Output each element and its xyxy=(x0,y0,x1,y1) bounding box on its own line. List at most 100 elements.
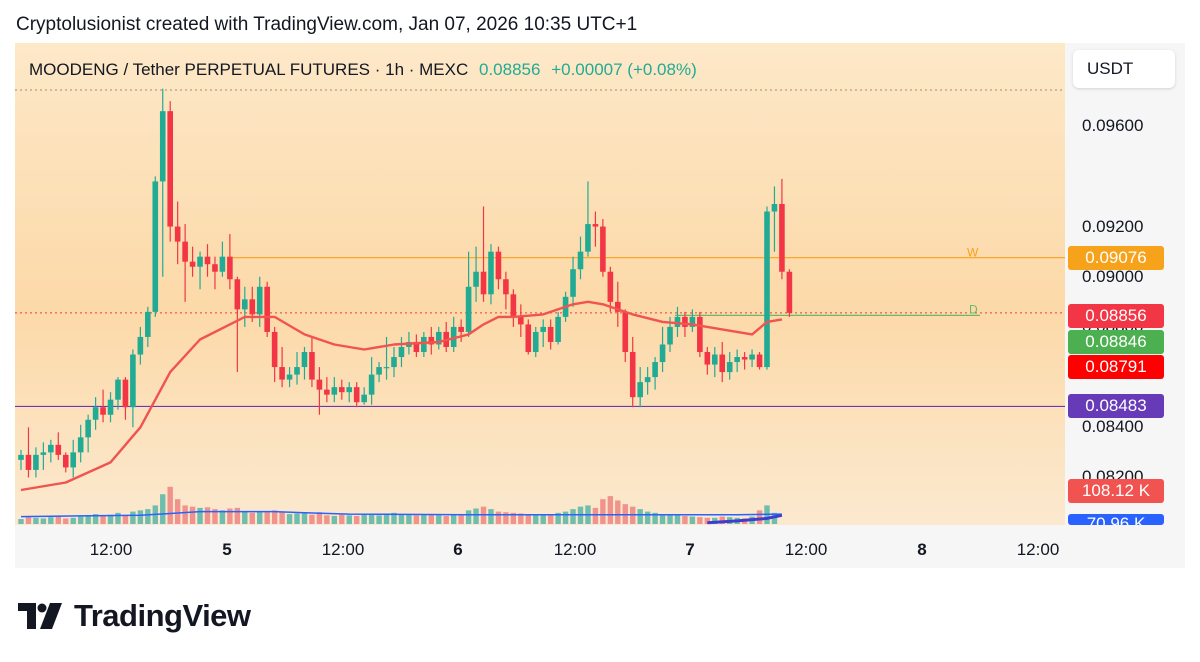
candle-body[interactable] xyxy=(130,354,136,408)
candle-body[interactable] xyxy=(55,444,62,455)
candle-body[interactable] xyxy=(615,301,621,312)
candle-body[interactable] xyxy=(18,454,24,460)
candle-body[interactable] xyxy=(77,437,84,453)
price-badge[interactable]: 108.12 K xyxy=(1068,478,1164,503)
candle-body[interactable] xyxy=(167,111,173,227)
candle-body[interactable] xyxy=(48,444,54,453)
candle-body[interactable] xyxy=(532,331,539,353)
candle-body[interactable] xyxy=(92,407,99,420)
candle-body[interactable] xyxy=(62,454,69,468)
price-badge[interactable]: 0.08846 xyxy=(1068,330,1164,354)
candle-body[interactable] xyxy=(488,251,494,295)
candle-body[interactable] xyxy=(510,294,517,317)
candle-body[interactable] xyxy=(376,367,382,375)
candle-body[interactable] xyxy=(271,331,278,368)
candle-body[interactable] xyxy=(629,352,636,398)
candle-body[interactable] xyxy=(682,316,688,327)
candle-body[interactable] xyxy=(264,286,270,332)
candle-body[interactable] xyxy=(659,344,666,363)
candle-body[interactable] xyxy=(286,374,293,380)
candle-body[interactable] xyxy=(741,357,748,360)
candle-body[interactable] xyxy=(667,326,673,345)
candle-body[interactable] xyxy=(100,407,106,415)
candle-body[interactable] xyxy=(219,256,226,272)
candle-body[interactable] xyxy=(361,394,367,403)
price-chart[interactable]: WD xyxy=(15,43,1165,568)
candle-body[interactable] xyxy=(450,326,457,347)
candle-body[interactable] xyxy=(40,452,47,455)
candle-body[interactable] xyxy=(503,279,509,295)
candle-body[interactable] xyxy=(324,389,330,395)
candle-body[interactable] xyxy=(600,226,606,272)
candle-body[interactable] xyxy=(697,316,703,353)
price-badge[interactable]: 0.09076 xyxy=(1068,245,1164,270)
candle-body[interactable] xyxy=(107,399,114,415)
candle-body[interactable] xyxy=(592,224,599,227)
price-badge[interactable]: 0.08483 xyxy=(1068,394,1164,419)
candle-body[interactable] xyxy=(585,224,591,252)
candle-body[interactable] xyxy=(518,316,524,325)
candle-body[interactable] xyxy=(726,362,733,373)
candle-body[interactable] xyxy=(122,379,129,408)
plot-area[interactable] xyxy=(15,43,1065,525)
candle-body[interactable] xyxy=(749,354,755,360)
candle-body[interactable] xyxy=(279,367,285,380)
candle-body[interactable] xyxy=(779,203,785,272)
candle-body[interactable] xyxy=(428,336,435,345)
candle-body[interactable] xyxy=(242,299,248,310)
currency-unit-button[interactable]: USDT xyxy=(1073,50,1175,88)
candle-body[interactable] xyxy=(771,203,778,212)
candle-body[interactable] xyxy=(674,316,681,327)
candle-body[interactable] xyxy=(145,311,151,337)
candle-body[interactable] xyxy=(547,326,554,342)
candle-body[interactable] xyxy=(637,382,643,398)
candle-body[interactable] xyxy=(137,336,144,355)
candle-body[interactable] xyxy=(577,251,584,270)
candle-body[interactable] xyxy=(85,419,91,438)
candle-body[interactable] xyxy=(570,269,576,297)
candle-body[interactable] xyxy=(734,357,740,363)
candle-body[interactable] xyxy=(189,261,196,267)
candle-body[interactable] xyxy=(413,341,420,353)
candle-body[interactable] xyxy=(25,454,32,470)
price-badge[interactable]: 0.08856 xyxy=(1068,304,1164,328)
candle-body[interactable] xyxy=(159,111,166,182)
candle-body[interactable] xyxy=(301,352,308,368)
candle-body[interactable] xyxy=(495,251,502,280)
price-badge[interactable]: 70.96 K xyxy=(1068,514,1164,525)
candle-body[interactable] xyxy=(383,367,390,369)
candle-body[interactable] xyxy=(421,336,427,353)
candle-body[interactable] xyxy=(704,352,711,365)
candle-body[interactable] xyxy=(764,211,770,368)
candle-body[interactable] xyxy=(331,387,338,395)
candle-body[interactable] xyxy=(309,352,315,380)
candle-body[interactable] xyxy=(540,326,546,332)
candle-body[interactable] xyxy=(465,286,472,332)
candle-body[interactable] xyxy=(555,316,561,342)
candle-body[interactable] xyxy=(480,271,487,295)
candle-body[interactable] xyxy=(33,454,39,470)
candle-body[interactable] xyxy=(391,357,397,368)
candle-body[interactable] xyxy=(152,181,159,312)
candle-body[interactable] xyxy=(197,256,203,267)
candle-body[interactable] xyxy=(719,354,726,373)
candle-body[interactable] xyxy=(294,367,300,375)
candle-body[interactable] xyxy=(174,226,181,242)
candle-body[interactable] xyxy=(115,379,121,400)
candle-body[interactable] xyxy=(525,324,532,353)
candle-body[interactable] xyxy=(256,286,263,315)
candle-body[interactable] xyxy=(182,241,188,262)
candle-body[interactable] xyxy=(234,279,241,310)
candle-body[interactable] xyxy=(644,377,651,383)
candle-body[interactable] xyxy=(458,326,464,332)
price-badge[interactable]: 0.08791 xyxy=(1068,355,1164,379)
candle-body[interactable] xyxy=(249,299,256,315)
candle-body[interactable] xyxy=(689,316,696,327)
candle-body[interactable] xyxy=(204,256,211,265)
candle-body[interactable] xyxy=(346,387,353,393)
symbol-legend[interactable]: MOODENG / Tether PERPETUAL FUTURES · 1h … xyxy=(29,60,697,80)
candle-body[interactable] xyxy=(756,354,763,368)
candle-body[interactable] xyxy=(473,271,479,287)
candle-body[interactable] xyxy=(786,271,793,313)
candle-body[interactable] xyxy=(711,354,718,365)
